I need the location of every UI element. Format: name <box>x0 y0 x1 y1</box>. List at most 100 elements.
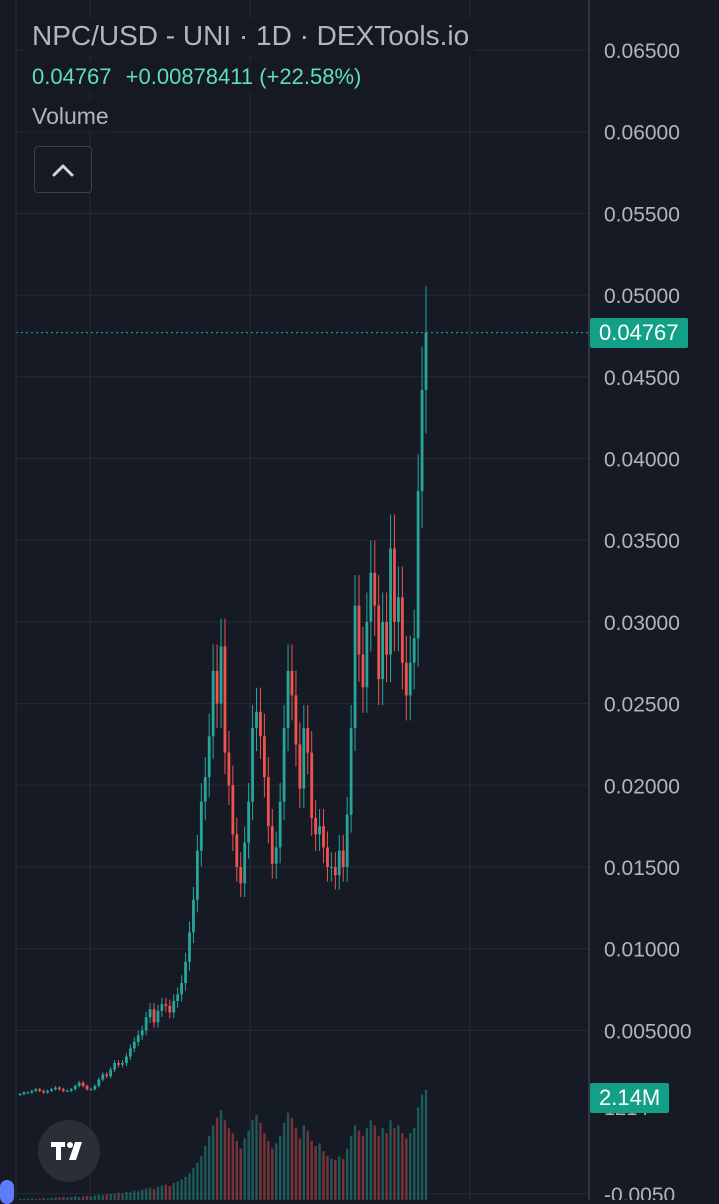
candle-4 <box>34 1087 38 1093</box>
candle-90 <box>373 540 377 636</box>
volume-bar-92 <box>381 1128 384 1200</box>
candle-73 <box>306 705 310 775</box>
candle-12 <box>65 1089 69 1093</box>
volume-bar-97 <box>401 1133 404 1200</box>
candle-18 <box>89 1087 93 1091</box>
volume-bar-101 <box>416 1107 420 1200</box>
ytick-label-12: 0.005000 <box>604 1020 692 1043</box>
volume-bar-39 <box>172 1183 175 1200</box>
tradingview-logo-icon[interactable] <box>38 1120 100 1182</box>
candle-72 <box>302 705 306 808</box>
candle-87 <box>361 627 365 713</box>
volume-bar-33 <box>148 1187 152 1200</box>
candle-34 <box>152 1002 156 1028</box>
candle-45 <box>195 834 199 913</box>
candle-54 <box>231 765 235 851</box>
volume-bar-65 <box>275 1143 278 1200</box>
candle-14 <box>73 1084 77 1091</box>
pair-title: NPC/USD - UNI · 1D · DEXTools.io <box>26 18 476 54</box>
volume-bar-40 <box>176 1181 179 1200</box>
candle-99 <box>408 635 412 721</box>
candle-1 <box>22 1091 26 1096</box>
candle-84 <box>349 705 353 833</box>
volume-bar-4 <box>34 1198 37 1200</box>
volume-bar-72 <box>302 1125 306 1200</box>
candle-41 <box>180 975 184 1002</box>
volume-bar-67 <box>282 1122 286 1200</box>
ytick-label-0: 0.06500 <box>604 40 680 63</box>
candle-15 <box>77 1080 81 1088</box>
candle-74 <box>310 731 314 836</box>
scroll-handle[interactable] <box>0 1180 14 1204</box>
volume-bar-50 <box>215 1117 219 1200</box>
candle-58 <box>247 783 251 859</box>
candle-101 <box>416 453 420 667</box>
volume-bar-28 <box>129 1192 132 1200</box>
volume-bar-68 <box>286 1112 290 1200</box>
candle-79 <box>329 852 333 882</box>
volume-bar-10 <box>58 1197 61 1200</box>
ytick-label-4: 0.04500 <box>604 367 680 390</box>
volume-bar-36 <box>160 1185 164 1200</box>
volume-bar-54 <box>231 1133 235 1200</box>
chart-grid <box>16 0 589 1200</box>
candle-32 <box>144 1011 148 1036</box>
volume-bar-100 <box>412 1128 416 1200</box>
candle-62 <box>262 713 266 798</box>
volume-bar-55 <box>235 1140 238 1200</box>
volume-bar-27 <box>125 1191 128 1200</box>
volume-bar-23 <box>109 1193 112 1200</box>
candle-64 <box>270 808 274 879</box>
candle-102 <box>420 346 424 529</box>
candle-35 <box>156 1004 160 1028</box>
candle-36 <box>160 997 164 1017</box>
volume-bar-37 <box>164 1184 168 1200</box>
volume-bar-84 <box>349 1135 353 1200</box>
volume-bar-0 <box>18 1198 22 1200</box>
volume-bar-18 <box>89 1196 93 1200</box>
volume-bar-73 <box>306 1130 309 1200</box>
volume-bar-56 <box>239 1148 242 1200</box>
volume-bars <box>18 1090 428 1200</box>
candle-0 <box>18 1093 22 1096</box>
ytick-label-13: -0.0050 <box>604 1184 675 1200</box>
volume-bar-11 <box>62 1196 65 1200</box>
volume-bar-9 <box>54 1197 57 1200</box>
candle-48 <box>207 713 211 798</box>
last-price-tag: 0.04767 <box>590 318 688 348</box>
volume-bar-75 <box>314 1146 317 1200</box>
volume-bar-82 <box>342 1158 345 1200</box>
last-price-value: 0.04767 <box>32 64 112 89</box>
volume-bar-86 <box>357 1130 361 1200</box>
collapse-legend-button[interactable] <box>34 146 92 193</box>
candle-82 <box>341 834 345 882</box>
candle-29 <box>132 1037 136 1053</box>
candle-67 <box>282 705 286 821</box>
candle-16 <box>81 1080 85 1088</box>
volume-bar-24 <box>113 1193 116 1200</box>
volume-bar-60 <box>255 1115 258 1200</box>
volume-bar-5 <box>38 1198 41 1200</box>
volume-bar-7 <box>46 1198 49 1200</box>
candle-70 <box>294 670 298 767</box>
volume-bar-70 <box>294 1128 298 1200</box>
ytick-label-10: 0.01500 <box>604 857 680 880</box>
candle-21 <box>101 1072 105 1082</box>
candle-100 <box>412 609 416 690</box>
candle-89 <box>369 540 373 652</box>
candle-85 <box>353 575 357 752</box>
volume-bar-94 <box>389 1120 392 1200</box>
candle-53 <box>227 731 231 805</box>
ytick-label-7: 0.03000 <box>604 612 680 635</box>
candle-3 <box>30 1089 34 1094</box>
volume-bar-102 <box>420 1094 424 1200</box>
candle-78 <box>326 831 329 882</box>
candle-77 <box>322 808 325 864</box>
volume-bar-2 <box>26 1198 30 1200</box>
candle-44 <box>192 886 195 944</box>
volume-bar-6 <box>42 1197 45 1200</box>
candle-19 <box>93 1084 97 1091</box>
candle-28 <box>128 1044 132 1060</box>
volume-bar-43 <box>188 1173 191 1200</box>
